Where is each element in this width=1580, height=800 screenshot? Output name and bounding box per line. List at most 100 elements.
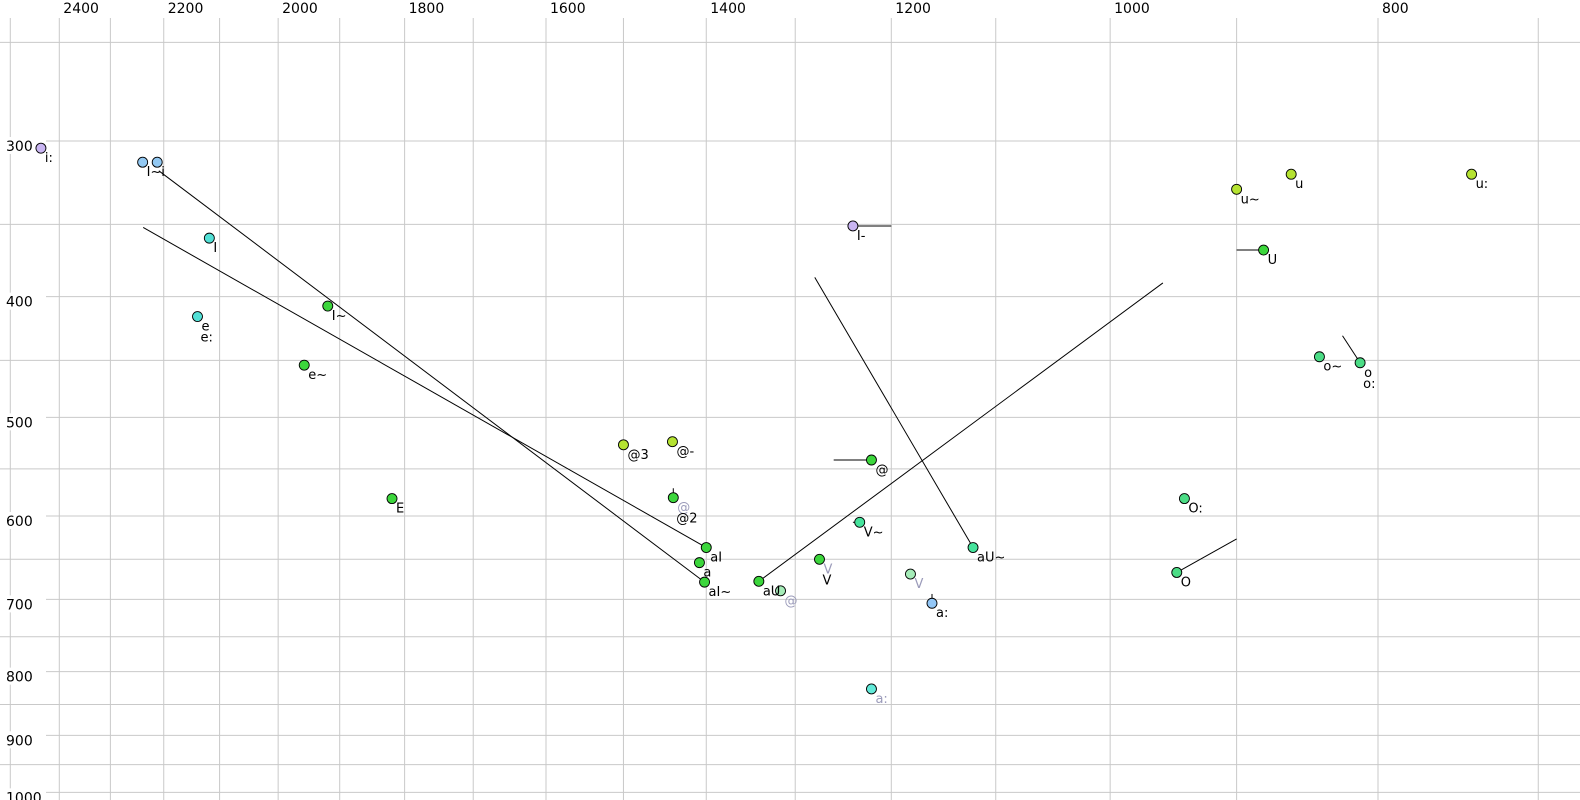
data-point-e (192, 311, 203, 323)
trajectory-line-O (1176, 538, 1237, 573)
data-point-E (386, 493, 398, 505)
point-label-@3: @3 (627, 448, 648, 463)
data-point-V~ (854, 516, 866, 528)
x-axis-tick-label: 1200 (895, 1, 931, 17)
y-axis-tick-label: 900 (6, 733, 33, 749)
data-point-a: (926, 597, 938, 609)
trajectory-line-aU (758, 282, 1164, 582)
point-label-V: V (822, 573, 831, 588)
data-point-o (1354, 357, 1366, 369)
data-point-@ (667, 492, 679, 504)
point-label-aU~: aU~ (977, 551, 1005, 566)
data-point-@- (667, 436, 678, 448)
point-label-a: a (703, 566, 711, 581)
data-point-@ (866, 454, 877, 466)
x-axis-tick-label: 800 (1382, 1, 1409, 17)
y-axis-tick-label: 700 (6, 597, 33, 613)
data-point-I~ (322, 300, 334, 312)
point-label-E: E (396, 502, 404, 517)
point-label-aI~: aI~ (709, 585, 732, 600)
point-label-V~: V~ (864, 525, 884, 540)
x-axis-tick-label: 1600 (550, 1, 586, 17)
data-point-aI~ (699, 576, 711, 588)
point-label-@: @ (677, 501, 690, 516)
y-axis-label-backing (0, 137, 46, 154)
data-point-a (693, 557, 705, 569)
data-point-i: (35, 142, 47, 154)
point-label-V: V (823, 562, 832, 577)
point-label-@-: @- (676, 445, 694, 460)
data-point-V (814, 553, 825, 565)
point-label-i:: i: (45, 151, 53, 166)
data-point-u~ (1231, 183, 1243, 195)
y-axis-label-backing (0, 413, 46, 431)
point-label-u:: u: (1476, 177, 1489, 192)
x-axis-tick-label: 1800 (409, 1, 445, 17)
point-label-o:: o: (1363, 377, 1375, 392)
point-label-a:: a: (936, 606, 948, 621)
y-axis-label-backing (0, 731, 46, 749)
point-label-e~: e~ (308, 368, 327, 383)
y-axis-tick-label: 1000 (6, 790, 42, 800)
point-label-I~: I~ (332, 309, 347, 324)
point-label-O:: O: (1188, 502, 1202, 517)
data-point-u (1285, 168, 1297, 180)
point-label-V: V (914, 577, 923, 592)
point-label-I~: I~ (147, 165, 162, 180)
x-axis-tick-label: 2200 (168, 1, 204, 17)
y-axis-label-backing (0, 595, 46, 613)
y-axis-tick-label: 500 (6, 415, 33, 431)
y-axis-tick-label: 600 (6, 514, 33, 530)
point-label-e:: e: (200, 331, 212, 346)
point-label-i: i (161, 165, 165, 180)
point-label-e: e (201, 320, 209, 335)
data-point-I- (847, 220, 859, 232)
y-axis-label-backing (0, 667, 46, 685)
x-axis-tick-label: 1000 (1114, 1, 1150, 17)
data-point-e~ (298, 359, 310, 371)
trajectory-line-aU~ (814, 277, 974, 548)
point-label-aU: aU (763, 584, 780, 599)
data-point-aI (700, 542, 712, 553)
data-point-@ (775, 585, 786, 597)
data-point-V (905, 568, 916, 580)
x-axis-tick-label: 1400 (710, 1, 746, 17)
y-axis-label-backing (0, 788, 46, 800)
y-axis-tick-label: 400 (6, 295, 33, 311)
point-label-u~: u~ (1241, 192, 1260, 207)
point-label-O: O (1181, 575, 1191, 590)
y-axis-tick-label: 800 (6, 670, 33, 686)
data-point-@3 (618, 439, 629, 451)
x-axis-tick-label: 2000 (282, 1, 318, 17)
data-point-U (1258, 244, 1270, 256)
data-point-o~ (1313, 351, 1325, 363)
data-point-I~ (137, 156, 149, 168)
y-axis-label-backing (0, 292, 46, 310)
point-label-o: o (1364, 366, 1372, 381)
point-label-aI: aI (710, 551, 722, 566)
data-point-a: (866, 683, 877, 695)
data-point-O (1171, 567, 1183, 578)
point-label-u: u (1295, 177, 1303, 192)
point-label-a:: a: (875, 692, 887, 707)
data-point-aU~ (967, 542, 979, 553)
data-point-O: (1178, 493, 1190, 505)
data-point-aU (753, 575, 765, 587)
point-label-I: I (213, 241, 217, 256)
trajectory-line-aI (142, 227, 707, 548)
point-label-@: @ (785, 594, 798, 609)
point-label-U: U (1268, 253, 1278, 268)
y-axis-label-backing (0, 512, 46, 529)
point-label-@2: @2 (676, 512, 697, 527)
point-label-@: @ (875, 463, 888, 478)
data-point-I (203, 232, 215, 244)
data-point-u: (1466, 168, 1478, 180)
point-label-I-: I- (857, 229, 866, 244)
data-point-i (151, 156, 163, 168)
x-axis-tick-label: 2400 (63, 1, 99, 17)
y-axis-tick-label: 300 (6, 139, 33, 155)
point-label-o~: o~ (1323, 360, 1342, 375)
trajectory-line-aI~ (158, 170, 705, 583)
